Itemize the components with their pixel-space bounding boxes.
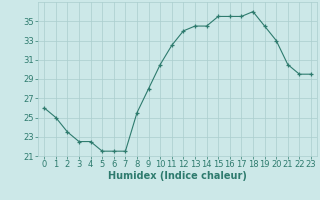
X-axis label: Humidex (Indice chaleur): Humidex (Indice chaleur) — [108, 171, 247, 181]
